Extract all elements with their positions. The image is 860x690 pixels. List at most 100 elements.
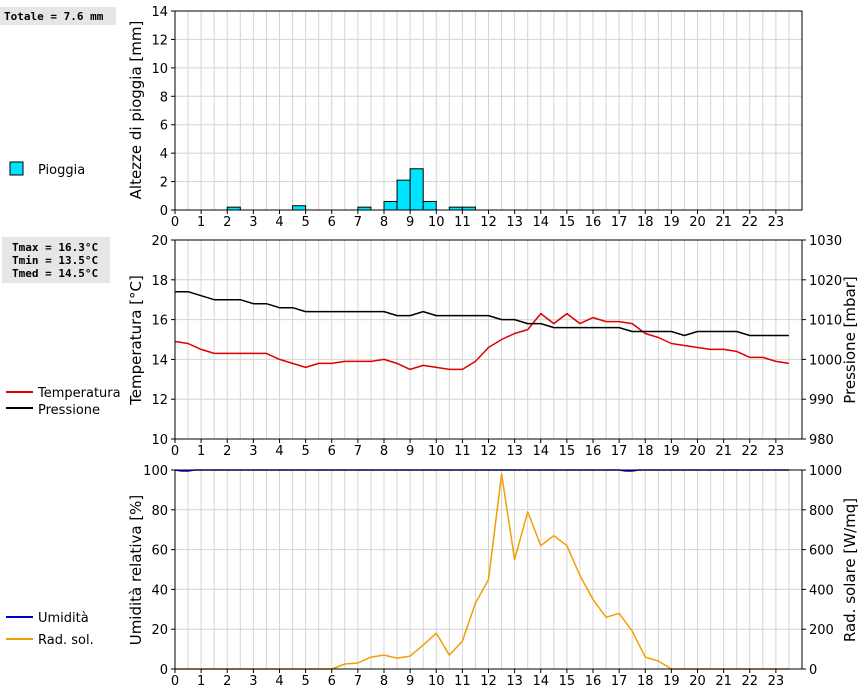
y-right-tick-label: 980 [809,433,834,448]
x-tick-label: 19 [663,444,680,459]
x-tick-label: 14 [532,444,549,459]
x-tick-label: 2 [223,215,231,230]
y-tick-label: 18 [151,274,168,289]
x-tick-label: 12 [480,444,497,459]
y-right-tick-label: 400 [809,583,834,598]
legend-label-humidity: Umidità [38,611,89,626]
x-tick-label: 0 [171,444,179,459]
x-tick-label: 15 [559,674,576,689]
x-tick-label: 7 [354,444,362,459]
y-right-tick-label: 1000 [809,464,842,479]
temp-min-label: Tmin = 13.5°C [12,254,98,267]
rain-bar [422,200,437,211]
y-right-tick-label: 1010 [809,314,842,329]
x-tick-label: 0 [171,674,179,689]
x-tick-label: 21 [715,674,732,689]
humidity-radiation-x-ticks: 0 1 2 3 4 5 6 7 8 9 10 11 12 13 14 15 16 17 18 19 20 21 22 23 [171,669,784,689]
x-tick-label: 10 [428,444,445,459]
y-tick-label: 14 [151,5,168,20]
temp-y-ticks: 10 12 14 16 18 20 [151,234,175,448]
temp-max-label: Tmax = 16.3°C [12,241,98,254]
x-tick-label: 8 [380,215,388,230]
y-tick-label: 80 [151,504,168,519]
x-tick-label: 7 [354,674,362,689]
x-tick-label: 11 [454,444,471,459]
x-tick-label: 5 [301,674,309,689]
y-tick-label: 0 [160,663,168,678]
temp-y-axis-title: Temperatura [°C] [127,275,145,406]
x-tick-label: 4 [275,674,283,689]
legend-label-pressure: Pressione [38,403,100,418]
temp-pressure-x-ticks: 0 1 2 3 4 5 6 7 8 9 10 11 12 13 14 15 16 17 18 19 20 21 22 23 [171,439,784,459]
x-tick-label: 11 [454,674,471,689]
y-tick-label: 40 [151,583,168,598]
x-tick-label: 1 [197,674,205,689]
humidity-radiation-lines [174,469,789,670]
x-tick-label: 8 [380,444,388,459]
x-tick-label: 6 [328,444,336,459]
x-tick-label: 16 [585,215,602,230]
y-tick-label: 100 [143,464,168,479]
x-tick-label: 8 [380,674,388,689]
pressure-y-axis-title: Pressione [mbar] [841,276,859,404]
y-right-tick-label: 600 [809,544,834,559]
y-right-tick-label: 1000 [809,353,842,368]
x-tick-label: 15 [559,444,576,459]
x-tick-label: 13 [506,674,523,689]
x-tick-label: 23 [768,674,785,689]
x-tick-label: 2 [223,674,231,689]
x-tick-label: 21 [715,215,732,230]
y-right-tick-label: 200 [809,623,834,638]
humidity-radiation-grid [175,470,802,669]
temp-avg-label: Tmed = 14.5°C [12,267,98,280]
rain-bars [226,168,476,211]
x-tick-label: 16 [585,674,602,689]
y-tick-label: 12 [151,33,168,48]
rain-total-label: Totale = 7.6 mm [4,10,104,23]
x-tick-label: 6 [328,674,336,689]
rain-x-ticks: 0 1 2 3 4 5 6 7 8 9 10 11 12 13 14 15 16 17 18 19 20 21 22 23 [171,210,784,230]
x-tick-label: 11 [454,215,471,230]
y-tick-label: 60 [151,544,168,559]
y-right-tick-label: 1020 [809,274,842,289]
y-right-tick-label: 0 [809,663,817,678]
x-tick-label: 18 [637,674,654,689]
x-tick-label: 17 [611,444,628,459]
x-tick-label: 12 [480,215,497,230]
legend-swatch-rain [9,161,24,176]
humidity-y-axis-title: Umidità relativa [%] [127,495,145,646]
x-tick-label: 14 [532,215,549,230]
temp-pressure-grid [175,240,802,439]
rain-bar [396,179,411,211]
legend-label-rain: Pioggia [38,163,85,178]
rain-y-ticks: 0 2 4 6 8 10 12 14 [151,5,175,219]
x-tick-label: 17 [611,215,628,230]
x-tick-label: 7 [354,215,362,230]
y-tick-label: 20 [151,234,168,249]
x-tick-label: 9 [406,215,414,230]
x-tick-label: 22 [741,674,758,689]
y-tick-label: 10 [151,433,168,448]
radiation-y-ticks: 0 200 400 600 800 1000 [802,464,842,678]
y-tick-label: 14 [151,353,168,368]
y-tick-label: 8 [160,90,168,105]
y-right-tick-label: 990 [809,393,834,408]
radiation-y-axis-title: Rad. solare [W/mq] [841,498,859,642]
x-tick-label: 10 [428,674,445,689]
x-tick-label: 4 [275,215,283,230]
series-line-temperatura [174,312,790,371]
x-tick-label: 9 [406,674,414,689]
temperature-pressure-panel: Tmax = 16.3°C Tmin = 13.5°C Tmed = 14.5°… [2,234,859,459]
x-tick-label: 22 [741,215,758,230]
x-tick-label: 18 [637,444,654,459]
rain-bar [409,168,424,211]
x-tick-label: 21 [715,444,732,459]
humidity-y-ticks: 0 20 40 60 80 100 [143,464,175,678]
x-tick-label: 18 [637,215,654,230]
temp-pressure-lines [174,290,790,371]
series-line-pressione [175,290,789,337]
x-tick-label: 1 [197,215,205,230]
y-right-tick-label: 1030 [809,234,842,249]
